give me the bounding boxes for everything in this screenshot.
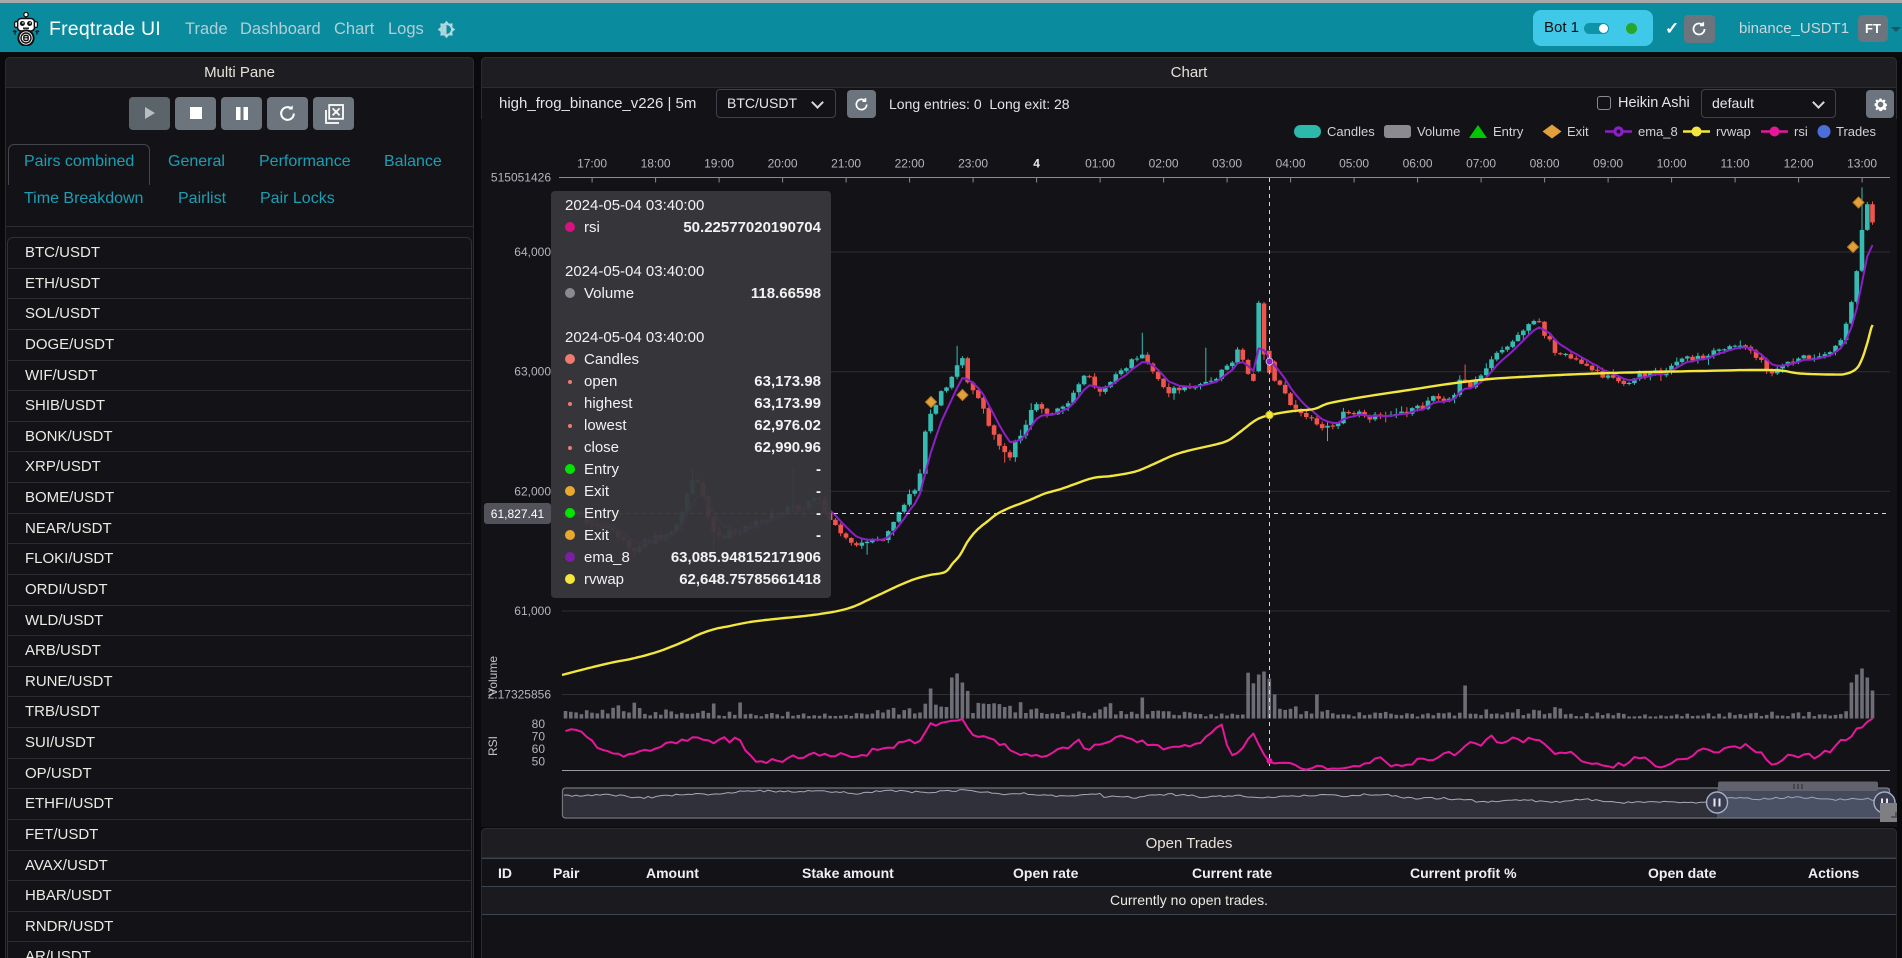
svg-text:70: 70: [532, 730, 546, 744]
svg-text:10:00: 10:00: [1657, 157, 1687, 171]
svg-text:4: 4: [1033, 157, 1040, 171]
svg-text:50: 50: [532, 755, 546, 769]
svg-text:64,000: 64,000: [514, 245, 551, 259]
svg-text:63,000: 63,000: [514, 365, 551, 379]
svg-text:21:00: 21:00: [831, 157, 861, 171]
svg-text:04:00: 04:00: [1276, 157, 1306, 171]
svg-text:06:00: 06:00: [1403, 157, 1433, 171]
svg-text:05:00: 05:00: [1339, 157, 1369, 171]
svg-text:07:00: 07:00: [1466, 157, 1496, 171]
svg-text:2.17325856: 2.17325856: [488, 688, 552, 702]
svg-text:80: 80: [532, 717, 546, 731]
svg-text:62,000: 62,000: [514, 484, 551, 498]
svg-text:02:00: 02:00: [1149, 157, 1179, 171]
svg-text:515051426: 515051426: [491, 171, 551, 185]
svg-text:18:00: 18:00: [641, 157, 671, 171]
svg-text:61,000: 61,000: [514, 604, 551, 618]
svg-text:RSI: RSI: [486, 736, 500, 756]
svg-text:13:00: 13:00: [1847, 157, 1877, 171]
svg-text:23:00: 23:00: [958, 157, 988, 171]
svg-text:Volume: Volume: [486, 656, 500, 696]
svg-text:03:00: 03:00: [1212, 157, 1242, 171]
svg-text:60: 60: [532, 742, 546, 756]
svg-text:61,827.41: 61,827.41: [491, 507, 545, 521]
svg-text:17:00: 17:00: [577, 157, 607, 171]
svg-text:20:00: 20:00: [768, 157, 798, 171]
svg-text:19:00: 19:00: [704, 157, 734, 171]
svg-text:12:00: 12:00: [1784, 157, 1814, 171]
svg-text:22:00: 22:00: [895, 157, 925, 171]
svg-text:09:00: 09:00: [1593, 157, 1623, 171]
svg-text:08:00: 08:00: [1530, 157, 1560, 171]
svg-text:11:00: 11:00: [1721, 157, 1750, 171]
svg-text:01:00: 01:00: [1085, 157, 1115, 171]
